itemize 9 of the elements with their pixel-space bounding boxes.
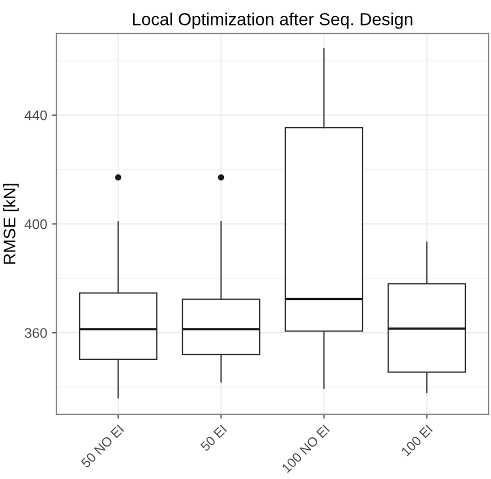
y-axis-title: RMSE [kN] (3, 184, 19, 264)
y-tick-label: 400 (24, 219, 47, 230)
chart-title: Local Optimization after Seq. Design (133, 12, 412, 29)
x-tick-label: 50 NO EI (80, 424, 124, 468)
x-tick-label: 100 EI (400, 424, 433, 456)
y-tick-label: 360 (24, 328, 47, 338)
x-tick-label: 100 NO EI (281, 424, 330, 474)
x-tick-label: 50 EI (200, 424, 228, 452)
y-tick-label: 440 (24, 110, 47, 120)
